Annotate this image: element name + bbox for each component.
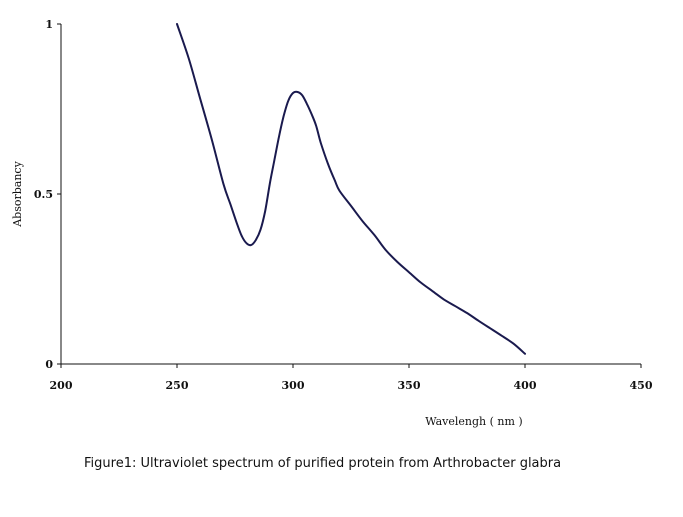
x-ticks-group: 200 250 300 350 400 450 xyxy=(50,364,653,392)
y-ticks-group: 00.51 xyxy=(34,18,61,371)
x-tick-label-250: 250 xyxy=(166,379,189,392)
x-tick-label-200: 200 xyxy=(50,379,73,392)
x-tick-label-300: 300 xyxy=(282,379,305,392)
figure-caption: Figure1: Ultraviolet spectrum of purifie… xyxy=(84,456,562,471)
x-tick-label-450: 450 xyxy=(630,379,653,392)
y-tick-label-1: 1 xyxy=(45,18,53,31)
y-axis-title: Absorbancy xyxy=(11,160,24,227)
y-tick-label-0.5: 0.5 xyxy=(34,188,53,201)
x-axis-title: Wavelengh ( nm ) xyxy=(425,415,522,428)
x-tick-label-350: 350 xyxy=(398,379,421,392)
y-tick-label-0: 0 xyxy=(45,358,53,371)
absorbancy-series-line xyxy=(176,23,526,355)
x-tick-label-400: 400 xyxy=(514,379,537,392)
